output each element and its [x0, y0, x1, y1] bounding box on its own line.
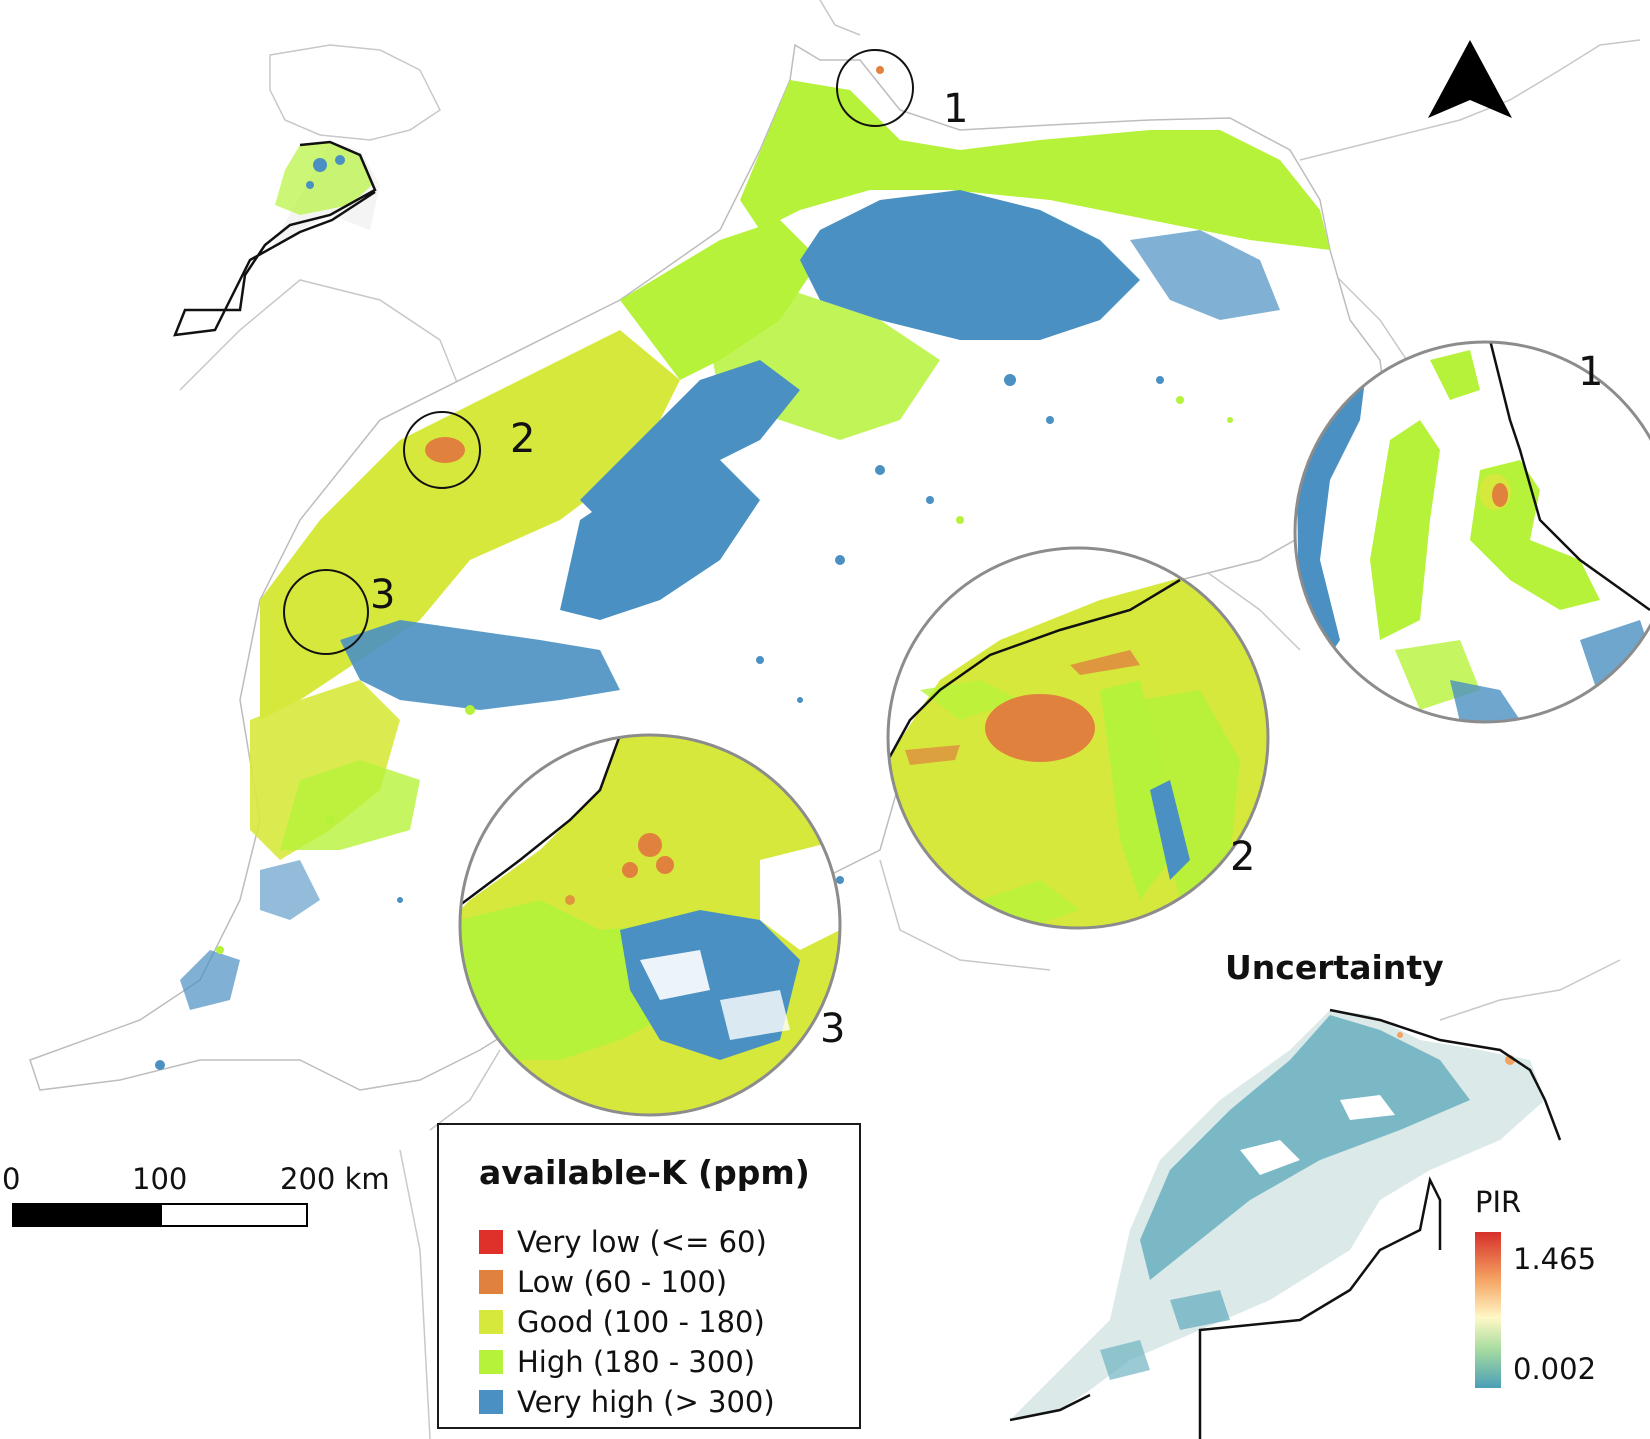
legend-item-good: Good (100 - 180): [479, 1305, 765, 1339]
zoom-marker-1: [836, 49, 914, 127]
legend-swatch: [479, 1230, 503, 1254]
zoom-marker-3-label: 3: [370, 572, 395, 618]
legend-swatch: [479, 1390, 503, 1414]
legend-label: Very low (<= 60): [517, 1225, 767, 1259]
scale-label-200: 200 km: [280, 1162, 390, 1196]
legend-item-low: Low (60 - 100): [479, 1265, 727, 1299]
legend-label: Good (100 - 180): [517, 1305, 765, 1339]
zoom-inset-3-label: 3: [820, 1006, 845, 1052]
legend: available-K (ppm) Very low (<= 60) Low (…: [437, 1123, 861, 1429]
legend-label: Low (60 - 100): [517, 1265, 728, 1299]
zoom-marker-3: [283, 569, 369, 655]
pir-min-label: 0.002: [1513, 1352, 1597, 1386]
legend-swatch: [479, 1270, 503, 1294]
legend-title: available-K (ppm): [479, 1153, 810, 1192]
legend-item-very-high: Very high (> 300): [479, 1385, 775, 1419]
scale-label-100: 100: [132, 1162, 188, 1196]
zoom-inset-1: [1293, 340, 1650, 724]
zoom-marker-2-label: 2: [510, 416, 535, 462]
legend-swatch: [479, 1350, 503, 1374]
scale-label-0: 0: [2, 1162, 21, 1196]
legend-label: High (180 - 300): [517, 1345, 756, 1379]
zoom-markers: [283, 49, 914, 655]
scale-segment-black: [12, 1203, 160, 1227]
north-arrow-icon: [1428, 40, 1512, 118]
scale-segment-white: [160, 1203, 308, 1227]
zoom-inset-1-label: 1: [1578, 349, 1603, 395]
zoom-marker-2: [403, 411, 481, 489]
pir-colorbar-label: PIR: [1475, 1185, 1522, 1219]
legend-label: Very high (> 300): [517, 1385, 775, 1419]
locator-map: [173, 44, 461, 391]
legend-item-high: High (180 - 300): [479, 1345, 755, 1379]
legend-item-very-low: Very low (<= 60): [479, 1225, 767, 1259]
uncertainty-map: [1009, 959, 1621, 1439]
available-k-raster: [155, 66, 1330, 1070]
legend-swatch: [479, 1310, 503, 1334]
uncertainty-title: Uncertainty: [1225, 948, 1444, 987]
pir-colorbar: [1475, 1232, 1501, 1388]
zoom-marker-1-label: 1: [943, 86, 968, 132]
neighbor-borders: [399, 0, 1641, 1439]
zoom-inset-2-label: 2: [1230, 834, 1255, 880]
zoom-inset-3: [458, 733, 842, 1117]
pir-max-label: 1.465: [1513, 1242, 1597, 1276]
zoom-inset-2: [886, 546, 1270, 930]
